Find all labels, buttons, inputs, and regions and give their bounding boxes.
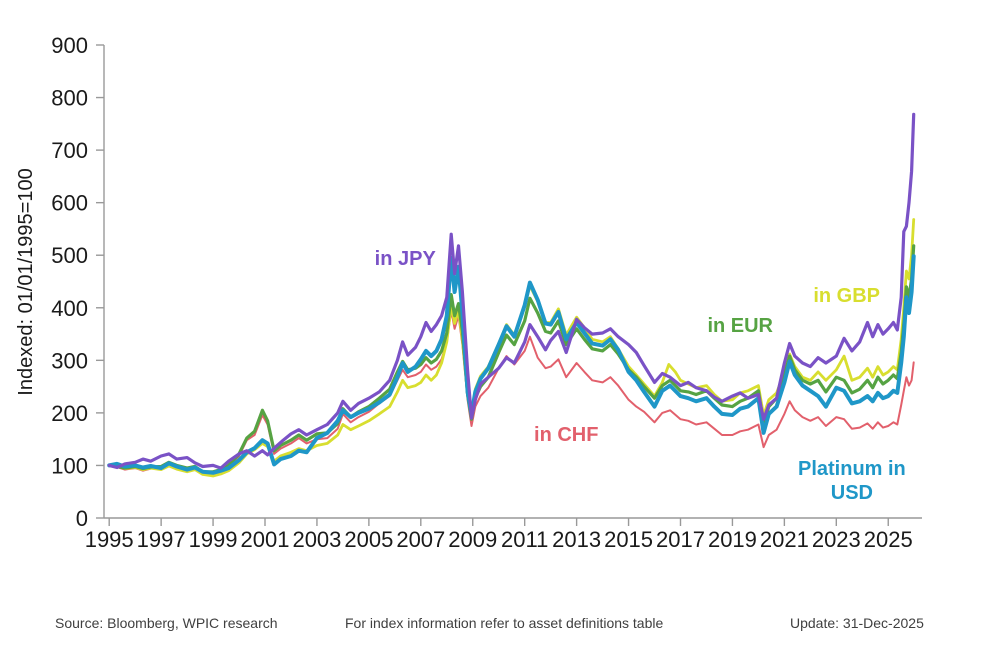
x-tick-label: 1997 xyxy=(137,527,186,552)
series-line-platinum-in-eur xyxy=(107,244,916,474)
y-tick-label: 800 xyxy=(51,86,88,111)
y-tick-label: 900 xyxy=(51,33,88,58)
series-line-platinum-in-chf xyxy=(108,309,915,474)
annotation-platinum-in-usd: Platinum in USD xyxy=(798,458,906,504)
y-tick-label: 400 xyxy=(51,296,88,321)
annotation-in-eur: in EUR xyxy=(707,315,773,337)
x-tick-label: 2015 xyxy=(604,527,653,552)
x-tick-label: 2017 xyxy=(656,527,705,552)
y-tick-label: 200 xyxy=(51,401,88,426)
index-info-note: For index information refer to asset def… xyxy=(345,615,664,631)
x-tick-label: 2003 xyxy=(292,527,341,552)
x-tick-label: 2013 xyxy=(552,527,601,552)
y-tick-label: 700 xyxy=(51,138,88,163)
y-tick-label: 500 xyxy=(51,243,88,268)
y-tick-label: 0 xyxy=(76,506,88,531)
update-date-note: Update: 31-Dec-2025 xyxy=(790,615,924,631)
x-tick-label: 2001 xyxy=(241,527,290,552)
annotation-in-chf: in CHF xyxy=(534,424,598,446)
x-tick-label: 1999 xyxy=(189,527,238,552)
x-tick-label: 2021 xyxy=(760,527,809,552)
x-tick-label: 2019 xyxy=(708,527,757,552)
annotation-in-gbp: in GBP xyxy=(813,285,880,307)
source-note: Source: Bloomberg, WPIC research xyxy=(55,615,278,631)
series-line-platinum-in-jpy xyxy=(107,112,916,470)
y-tick-label: 600 xyxy=(51,191,88,216)
series-line-platinum-in-usd xyxy=(107,254,916,475)
chart-area: 0 100 200 300 400 500 600 700 800 900 1995 1997 1999… xyxy=(15,33,922,552)
annotation-in-jpy: in JPY xyxy=(375,248,437,270)
y-axis-title: Indexed: 01/01/1995=100 xyxy=(15,168,37,395)
x-tick-label: 2005 xyxy=(344,527,393,552)
x-tick-label: 2023 xyxy=(812,527,861,552)
x-tick-label: 2009 xyxy=(448,527,497,552)
x-tick-label: 1995 xyxy=(85,527,134,552)
x-tick-label: 2007 xyxy=(396,527,445,552)
y-tick-label: 300 xyxy=(51,348,88,373)
x-tick-label: 2011 xyxy=(501,527,548,552)
platinum-index-line-chart: 0 100 200 300 400 500 600 700 800 900 1995 1997 1999… xyxy=(15,33,922,552)
y-tick-label: 100 xyxy=(51,453,88,478)
x-tick-label: 2025 xyxy=(864,527,913,552)
